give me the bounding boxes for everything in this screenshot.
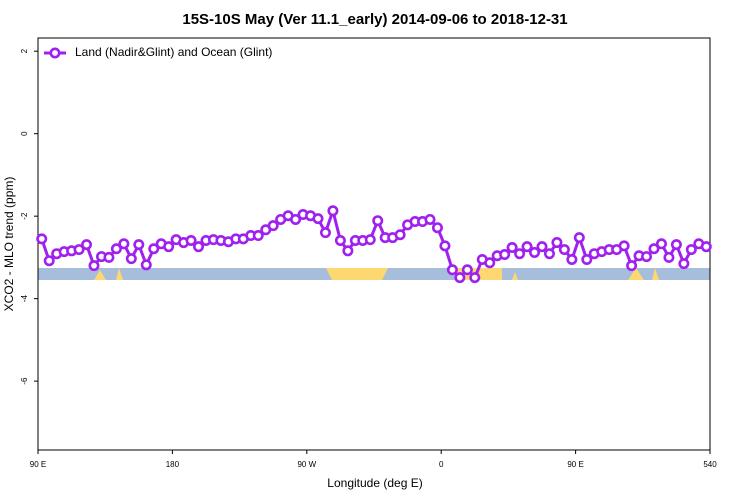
data-point: [193, 241, 205, 253]
data-point: [163, 241, 175, 253]
data-point: [678, 258, 690, 270]
data-point: [319, 227, 331, 239]
data-point: [88, 260, 100, 272]
data-point: [43, 255, 55, 267]
legend-label: Land (Nadir&Glint) and Ocean (Glint): [75, 45, 272, 59]
land-area: [94, 270, 106, 280]
data-point: [446, 264, 458, 276]
data-point: [267, 220, 279, 232]
data-point: [312, 213, 324, 225]
data-point: [626, 260, 638, 272]
data-point: [558, 244, 570, 256]
data-point: [506, 242, 518, 254]
data-point: [364, 234, 376, 246]
data-point: [581, 253, 593, 265]
data-point: [514, 248, 526, 260]
x-axis-label: Longitude (deg E): [327, 476, 422, 490]
land-area: [512, 272, 518, 280]
y-axis-label: XCO2 - MLO trend (ppm): [2, 177, 16, 312]
data-point: [110, 243, 122, 255]
land-ocean-strip: [38, 268, 710, 280]
land-area: [116, 268, 123, 280]
y-tick-label: -2: [20, 212, 29, 220]
data-point: [342, 245, 354, 257]
data-point: [573, 232, 585, 244]
data-point: [670, 239, 682, 251]
x-tick-label: 540: [703, 460, 717, 469]
x-tick-label: 180: [166, 460, 180, 469]
land-area: [652, 268, 659, 280]
data-point: [536, 241, 548, 253]
chart-title: 15S-10S May (Ver 11.1_early) 2014-09-06 …: [182, 11, 567, 28]
data-point: [454, 272, 466, 284]
data-point: [551, 237, 563, 249]
data-point: [685, 244, 697, 256]
data-point: [461, 264, 473, 276]
data-point: [566, 253, 578, 265]
data-point: [148, 243, 160, 255]
data-point: [103, 251, 115, 263]
data-point: [73, 244, 85, 256]
y-tick-label: -6: [20, 377, 29, 385]
x-tick-label: 0: [439, 460, 444, 469]
data-point: [133, 239, 145, 251]
data-point: [394, 229, 406, 241]
data-point: [372, 215, 384, 227]
data-point: [499, 249, 511, 261]
land-area: [326, 268, 388, 280]
land-area: [628, 268, 644, 280]
legend-marker: [49, 47, 61, 59]
data-point: [663, 251, 675, 263]
data-point: [618, 240, 630, 252]
data-point: [327, 205, 339, 217]
data-point: [648, 243, 660, 255]
data-point: [252, 230, 264, 242]
data-point: [439, 240, 451, 252]
data-point: [543, 248, 555, 260]
data-point: [140, 259, 152, 271]
data-point: [469, 272, 481, 284]
x-tick-label: 90 W: [297, 460, 316, 469]
data-point: [290, 213, 302, 225]
data-point: [641, 251, 653, 263]
data-point: [484, 257, 496, 269]
data-point: [529, 246, 541, 258]
data-point: [36, 233, 48, 245]
data-point: [424, 213, 436, 225]
data-point: [185, 234, 197, 246]
data-point: [125, 253, 137, 265]
data-point: [334, 234, 346, 246]
x-tick-label: 90 E: [30, 460, 46, 469]
y-tick-label: -4: [20, 295, 29, 303]
data-point: [521, 241, 533, 253]
data-point: [655, 238, 667, 250]
y-tick-label: 0: [20, 131, 29, 136]
data-point: [118, 238, 130, 250]
data-point: [81, 239, 93, 251]
data-point: [700, 241, 712, 253]
data-point: [431, 222, 443, 234]
y-tick-label: 2: [20, 48, 29, 53]
x-tick-label: 90 E: [567, 460, 583, 469]
